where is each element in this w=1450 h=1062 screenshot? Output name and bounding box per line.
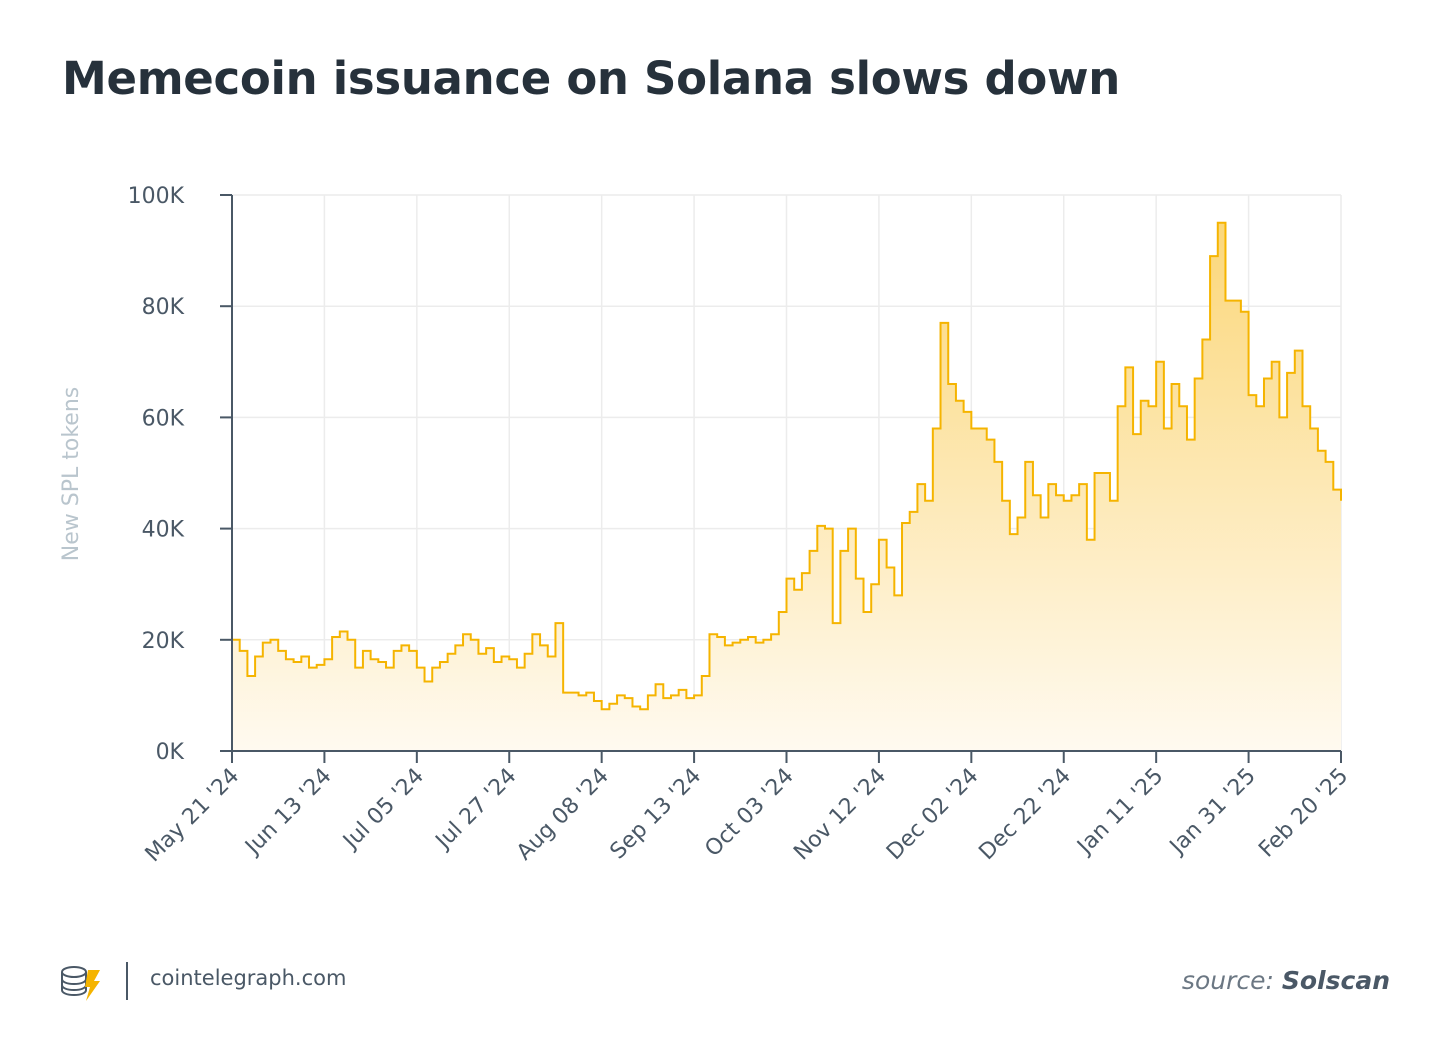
y-tick-label: 100K (128, 184, 185, 209)
source-prefix: source: (1181, 966, 1274, 995)
x-tick-label: Dec 22 '24 (974, 764, 1076, 866)
x-tick-label: May 21 '24 (141, 764, 245, 868)
y-axis-label: New SPL tokens (59, 387, 84, 561)
x-tick-label: Jul 05 '24 (337, 764, 429, 856)
chart-title: Memecoin issuance on Solana slows down (62, 52, 1121, 105)
y-tick-label: 0K (156, 740, 185, 765)
source-name: Solscan (1281, 966, 1390, 995)
x-tick-label: Aug 08 '24 (512, 764, 614, 866)
x-tick-label: Jun 13 '24 (239, 764, 336, 861)
series-line (232, 221, 1342, 711)
x-tick-label: Nov 12 '24 (789, 764, 891, 866)
y-tick-label: 60K (142, 406, 185, 431)
y-axis-ticks: 0K 20K 40K 60K 80K 100K (128, 184, 232, 765)
area-fill (232, 222, 1341, 752)
x-tick-label: Feb 20 '25 (1254, 764, 1353, 863)
x-tick-label: Sep 13 '24 (606, 764, 707, 865)
source-credit: source: Solscan (1182, 966, 1390, 995)
x-tick-label: Oct 03 '24 (700, 764, 798, 862)
footer-site-link[interactable]: cointelegraph.com (150, 966, 347, 990)
x-tick-label: Jul 27 '24 (430, 764, 522, 856)
y-tick-label: 20K (142, 629, 185, 654)
footer-divider (126, 962, 128, 1000)
x-tick-label: Jan 31 '25 (1164, 764, 1261, 861)
x-tick-label: Jan 11 '25 (1072, 764, 1169, 861)
y-tick-label: 80K (142, 295, 185, 320)
y-tick-label: 40K (142, 518, 185, 543)
x-tick-label: Dec 02 '24 (882, 764, 984, 866)
